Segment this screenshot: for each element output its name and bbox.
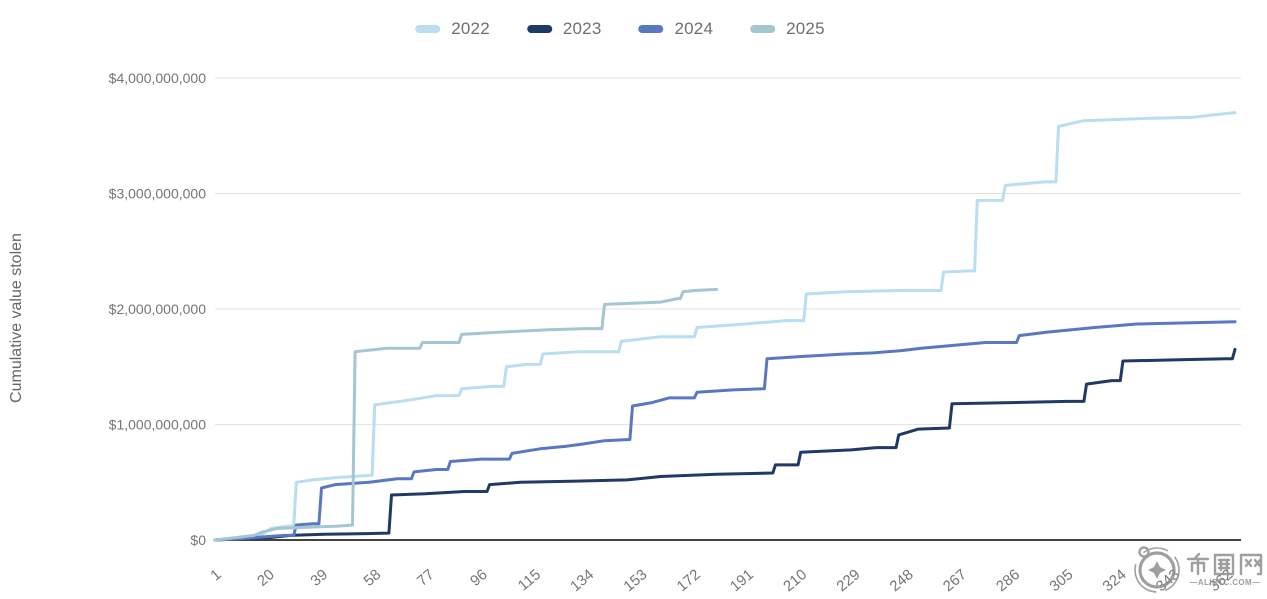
legend-swatch-icon (415, 25, 441, 33)
x-axis-tick-label: 20 (254, 566, 278, 590)
x-axis-tick-label: 96 (467, 566, 491, 590)
x-axis-tick-label: 362 (1206, 566, 1236, 595)
y-axis-tick-label: $3,000,000,000 (109, 186, 207, 202)
legend-item-2023[interactable]: 2023 (526, 19, 602, 39)
x-axis-tick-label: 286 (993, 566, 1023, 595)
x-axis-tick-label: 343 (1153, 566, 1183, 595)
legend-swatch-icon (750, 25, 776, 33)
x-axis-tick-label: 248 (887, 566, 917, 595)
y-axis-tick-label: $0 (190, 532, 206, 548)
x-axis-tick-label: 172 (674, 566, 704, 595)
x-axis-tick-label: 210 (780, 566, 810, 595)
series-line-2022 (213, 111, 1237, 542)
legend-label: 2025 (786, 19, 825, 38)
x-axis-tick-label: 134 (567, 566, 597, 595)
x-axis-tick-label: 39 (307, 566, 331, 590)
x-axis-tick-label: 267 (940, 566, 970, 595)
y-axis-labels: $0 $1,000,000,000 $2,000,000,000 $3,000,000… (109, 70, 207, 548)
x-axis-tick-label: 58 (361, 566, 385, 590)
series-line-2024 (213, 320, 1237, 542)
gridlines (215, 77, 1241, 541)
x-axis-tick-label: 305 (1046, 566, 1076, 595)
legend-swatch-icon (638, 25, 664, 33)
x-axis-tick-label: 153 (620, 566, 650, 595)
y-axis-title: Cumulative value stolen (8, 233, 25, 403)
legend-item-2022[interactable]: 2022 (415, 19, 490, 39)
series-line-2025 (213, 287, 719, 542)
x-axis-tick-label: 77 (414, 566, 438, 590)
x-axis-tick-label: 191 (727, 566, 757, 595)
chart-legend: 2022 2023 2024 2025 (415, 19, 825, 39)
legend-swatch-icon (526, 25, 552, 33)
y-axis-tick-label: $1,000,000,000 (109, 417, 207, 433)
legend-label: 2022 (451, 19, 490, 38)
legend-label: 2023 (562, 19, 602, 38)
legend-item-2025[interactable]: 2025 (750, 19, 825, 39)
legend-label: 2024 (674, 19, 714, 38)
x-axis-labels: 1 20 39 58 77 96 115 134 153 172 191 210 229 248 267 28… (207, 566, 1236, 595)
series-lines (213, 111, 1237, 542)
x-axis-tick-label: 115 (515, 566, 544, 594)
x-axis-tick-label: 324 (1100, 566, 1130, 595)
y-axis-tick-label: $2,000,000,000 (109, 301, 207, 317)
series-line-2023 (213, 347, 1237, 542)
x-axis-tick-label: 229 (833, 566, 863, 595)
legend-item-2024[interactable]: 2024 (638, 19, 714, 39)
y-axis-tick-label: $4,000,000,000 (109, 70, 207, 86)
x-axis-tick-label: 1 (207, 566, 224, 584)
